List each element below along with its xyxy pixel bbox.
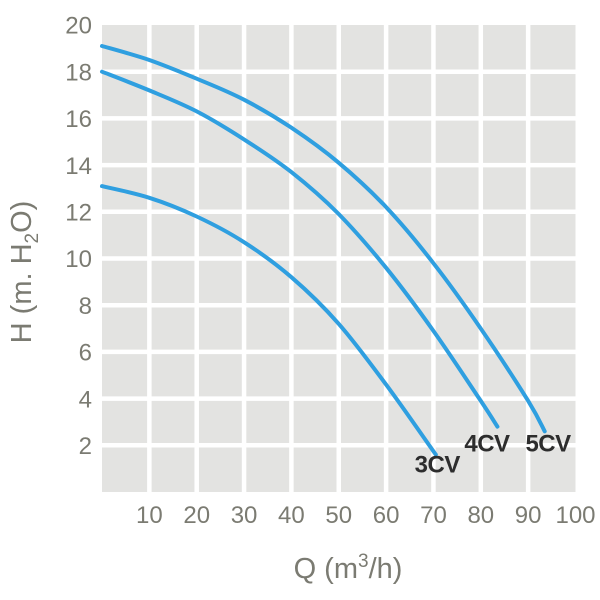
curve-4cv bbox=[100, 69, 500, 429]
curve-label-3cv: 3CV bbox=[415, 451, 461, 478]
x-tick-label: 20 bbox=[183, 502, 210, 529]
y-tick-label: 8 bbox=[79, 293, 92, 320]
x-tick-label: 30 bbox=[231, 502, 258, 529]
axis-tick-labels: 10 20 30 40 50 60 70 80 90 100 2 4 6 8 10 12 14 16 18 20 bbox=[65, 13, 595, 529]
x-tick-label: 70 bbox=[420, 502, 447, 529]
x-tick-label: 100 bbox=[555, 502, 595, 529]
curve-label-4cv: 4CV bbox=[464, 430, 510, 457]
x-tick-label: 90 bbox=[515, 502, 542, 529]
x-tick-label: 80 bbox=[467, 502, 494, 529]
y-tick-label: 16 bbox=[65, 106, 92, 133]
y-tick-label: 6 bbox=[79, 340, 92, 367]
axis-titles: Q (m3/h) H (m. H2O) bbox=[6, 201, 402, 585]
y-tick-label: 2 bbox=[79, 433, 92, 460]
y-tick-label: 14 bbox=[65, 153, 92, 180]
curve-label-5cv: 5CV bbox=[525, 430, 571, 457]
x-tick-label: 60 bbox=[373, 502, 400, 529]
y-tick-label: 4 bbox=[79, 386, 92, 413]
x-axis-title: Q (m3/h) bbox=[294, 551, 403, 585]
y-tick-label: 20 bbox=[65, 13, 92, 40]
curve-3cv bbox=[100, 184, 438, 457]
plot-grid bbox=[102, 25, 576, 492]
x-tick-label: 40 bbox=[278, 502, 305, 529]
x-tick-label: 10 bbox=[136, 502, 163, 529]
y-tick-label: 12 bbox=[65, 200, 92, 227]
y-axis-title: H (m. H2O) bbox=[6, 201, 43, 344]
y-tick-label: 10 bbox=[65, 246, 92, 273]
y-tick-label: 18 bbox=[65, 59, 92, 86]
x-tick-label: 50 bbox=[325, 502, 352, 529]
curve-5cv bbox=[100, 44, 547, 434]
pump-curves bbox=[100, 44, 547, 457]
